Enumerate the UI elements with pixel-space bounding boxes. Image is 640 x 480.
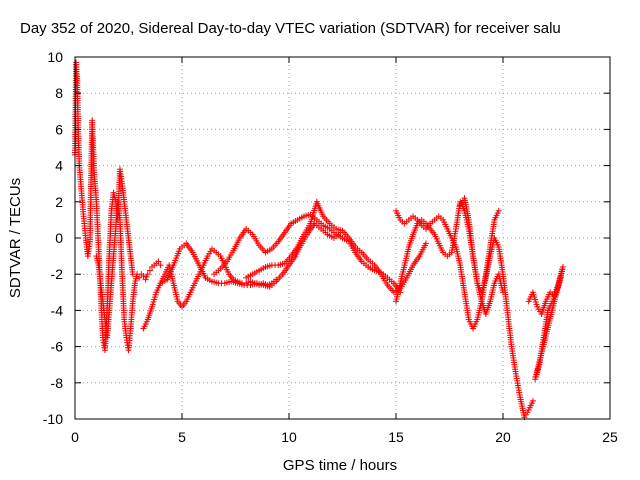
data-point: [557, 274, 564, 281]
x-tick-label: 20: [495, 429, 511, 445]
y-tick-label: -8: [51, 375, 64, 391]
data-point: [136, 274, 143, 281]
x-tick-label: 25: [602, 429, 618, 445]
x-tick-label: 0: [71, 429, 79, 445]
y-tick-label: -2: [51, 266, 64, 282]
y-tick-label: 0: [55, 230, 63, 246]
y-tick-label: 10: [47, 49, 63, 65]
data-point: [140, 273, 147, 280]
x-tick-label: 5: [178, 429, 186, 445]
data-point: [155, 258, 162, 265]
data-point: [157, 262, 164, 269]
data-point: [144, 271, 151, 278]
y-tick-label: 6: [55, 121, 63, 137]
data-marks: [72, 59, 566, 421]
x-axis-label: GPS time / hours: [283, 457, 397, 474]
y-tick-label: 4: [55, 158, 63, 174]
data-point: [422, 240, 429, 247]
y-tick-label: 2: [55, 194, 63, 210]
y-tick-label: -4: [51, 302, 64, 318]
data-point: [143, 273, 150, 280]
y-tick-label: -10: [43, 411, 63, 427]
grid-lines: [75, 57, 610, 419]
data-point: [495, 207, 502, 214]
y-tick-label: -6: [51, 339, 64, 355]
axis-ticks: [74, 56, 611, 420]
x-tick-label: 15: [388, 429, 404, 445]
x-tick-label: 10: [281, 429, 297, 445]
y-tick-labels: -10 -8 -6 -4 -2 0 2 4 6 8 10: [43, 49, 63, 427]
y-axis-label: SDTVAR / TECUs: [7, 178, 24, 298]
data-point: [529, 397, 536, 404]
y-tick-label: 8: [55, 85, 63, 101]
x-tick-labels: 0 5 10 15 20 25: [71, 429, 618, 445]
data-point: [142, 276, 149, 283]
data-point: [146, 267, 153, 274]
chart-title: Day 352 of 2020, Sidereal Day-to-day VTE…: [20, 20, 561, 37]
